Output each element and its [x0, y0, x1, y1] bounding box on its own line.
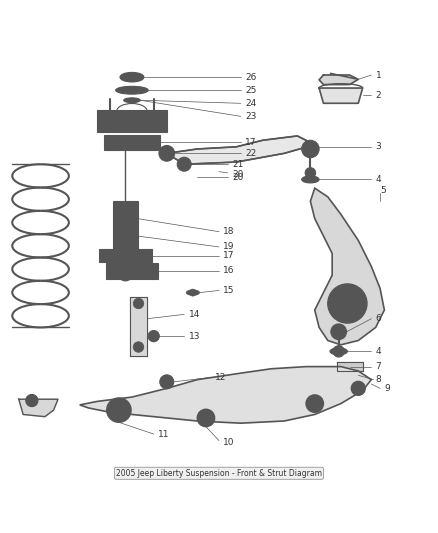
Ellipse shape [302, 176, 319, 183]
Circle shape [333, 346, 344, 357]
Text: 10: 10 [223, 438, 235, 447]
Circle shape [336, 293, 358, 314]
Text: 2: 2 [376, 91, 381, 100]
Bar [113, 201, 138, 254]
Ellipse shape [126, 75, 138, 79]
Text: 4: 4 [376, 347, 381, 356]
Bar [106, 263, 158, 279]
Text: 22: 22 [245, 149, 256, 158]
Ellipse shape [129, 99, 134, 101]
Circle shape [351, 382, 365, 395]
Circle shape [181, 161, 187, 167]
Bar [97, 110, 167, 132]
Circle shape [355, 385, 362, 392]
Circle shape [112, 403, 126, 417]
Circle shape [177, 157, 191, 171]
Circle shape [189, 289, 196, 296]
Text: 17: 17 [245, 138, 257, 147]
Text: 2005 Jeep Liberty Suspension - Front & Strut Diagram: 2005 Jeep Liberty Suspension - Front & S… [116, 469, 322, 478]
Text: 26: 26 [245, 72, 257, 82]
Circle shape [305, 168, 316, 178]
Circle shape [328, 284, 367, 323]
Polygon shape [19, 399, 58, 417]
Text: 8: 8 [376, 375, 381, 384]
Text: 5: 5 [380, 186, 386, 195]
Polygon shape [319, 88, 363, 103]
Circle shape [163, 150, 170, 157]
Text: 4: 4 [376, 175, 381, 184]
Text: 18: 18 [223, 227, 235, 236]
Text: 11: 11 [158, 430, 170, 439]
Ellipse shape [124, 98, 140, 103]
Text: 20: 20 [232, 169, 244, 179]
Circle shape [26, 394, 38, 407]
Text: 7: 7 [376, 362, 381, 371]
Text: 13: 13 [188, 332, 200, 341]
Ellipse shape [127, 88, 138, 92]
Text: 24: 24 [245, 99, 256, 108]
Circle shape [107, 398, 131, 422]
Polygon shape [80, 367, 371, 423]
Circle shape [160, 375, 174, 389]
Polygon shape [130, 297, 147, 356]
Ellipse shape [120, 72, 144, 82]
Text: 12: 12 [215, 373, 226, 382]
Ellipse shape [330, 348, 347, 355]
Ellipse shape [116, 86, 148, 94]
Circle shape [302, 140, 319, 158]
Bar [104, 135, 160, 150]
Circle shape [159, 146, 175, 161]
Polygon shape [336, 362, 363, 371]
Circle shape [306, 395, 323, 413]
Text: 15: 15 [223, 286, 235, 295]
Circle shape [148, 330, 159, 342]
Text: 1: 1 [376, 70, 381, 79]
Text: 3: 3 [376, 142, 381, 151]
Polygon shape [167, 136, 315, 164]
Text: 17: 17 [223, 251, 235, 260]
Text: 6: 6 [376, 314, 381, 323]
Text: 9: 9 [385, 384, 390, 393]
Polygon shape [311, 188, 385, 345]
Text: 14: 14 [188, 310, 200, 319]
Polygon shape [319, 75, 358, 85]
Text: 25: 25 [245, 86, 257, 95]
Circle shape [151, 334, 156, 339]
Circle shape [331, 324, 346, 340]
Text: 20: 20 [232, 173, 244, 182]
Text: 23: 23 [245, 112, 257, 121]
Bar [99, 249, 152, 262]
Circle shape [197, 409, 215, 426]
Ellipse shape [335, 350, 342, 353]
Circle shape [133, 342, 144, 352]
Circle shape [311, 399, 319, 408]
Ellipse shape [307, 178, 314, 181]
Circle shape [201, 414, 210, 422]
Circle shape [116, 407, 122, 414]
Text: 21: 21 [232, 160, 244, 169]
Text: 19: 19 [223, 243, 235, 252]
Circle shape [133, 298, 144, 309]
Text: 16: 16 [223, 266, 235, 276]
Circle shape [117, 265, 133, 281]
Ellipse shape [186, 290, 199, 295]
